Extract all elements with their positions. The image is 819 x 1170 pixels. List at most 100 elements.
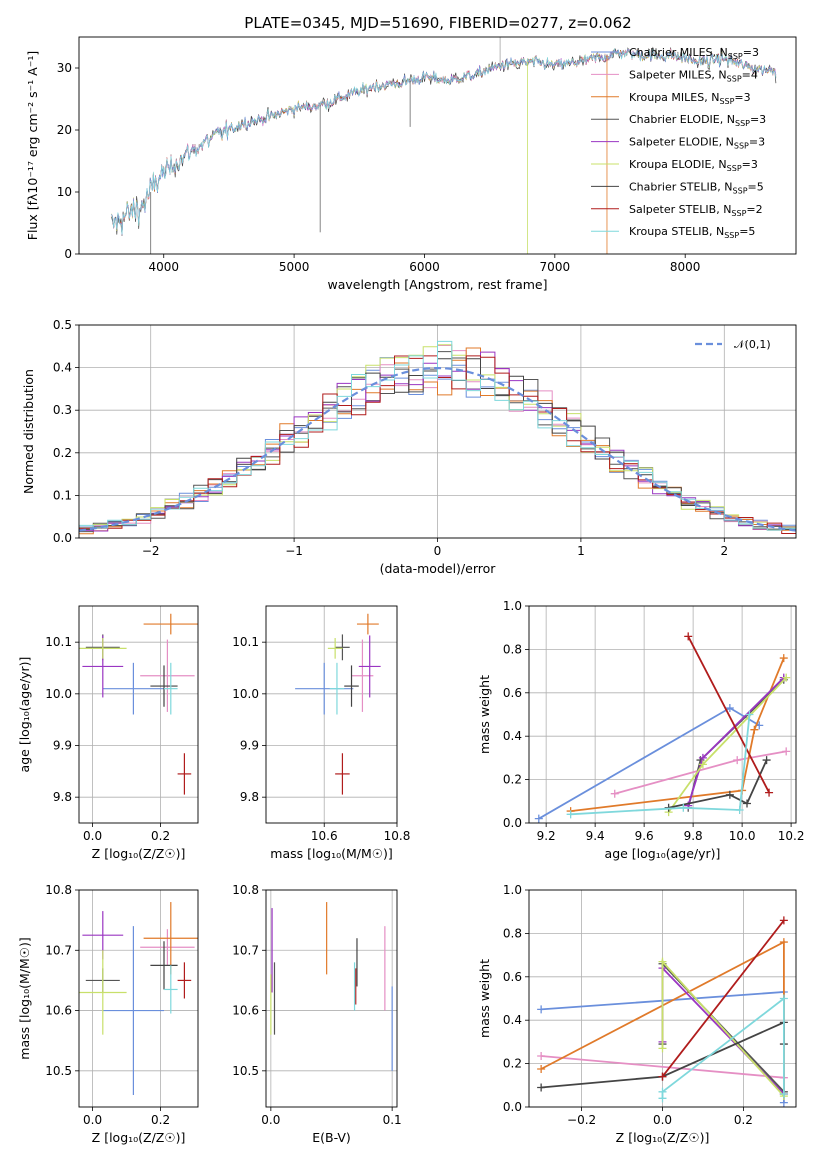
weight_vs_Z-point-marker (658, 1072, 667, 1081)
legend-entry: Salpeter ELODIE, NSSP=3 (629, 136, 765, 151)
weight_vs_age-xtick-label: 9.2 (537, 829, 556, 843)
weight_vs_age-ytick-label: 0.8 (503, 642, 522, 656)
legend-entry: Chabrier MILES, NSSP=3 (629, 46, 759, 61)
weight_vs_age-point-marker (698, 760, 707, 769)
mass_vs_ebv-ytick-label: 10.7 (232, 943, 259, 957)
mass_vs_ebv-xtick-label: 0.0 (261, 1113, 280, 1127)
residuals-xtick-label: 2 (720, 544, 728, 558)
mass_vs_Z-ytick-label: 10.6 (45, 1004, 72, 1018)
mass_vs_Z-errorbar-point (150, 941, 178, 990)
legend-entry: Chabrier STELIB, NSSP=5 (629, 180, 764, 195)
legend-entry: Kroupa MILES, NSSP=3 (629, 91, 751, 106)
spectrum-ytick-label: 0 (64, 247, 72, 261)
age_vs_Z-ytick-label: 9.9 (53, 739, 72, 753)
weight_vs_Z-series-line (661, 996, 785, 1099)
weight_vs_Z-point-marker (537, 1083, 546, 1092)
legend-entry: Kroupa STELIB, NSSP=5 (629, 225, 755, 240)
weight_vs_age-point-marker (765, 788, 774, 797)
weight_vs_Z-point-marker (779, 994, 788, 1003)
spectrum-series-line (111, 47, 777, 235)
age_vs_Z-errorbar-point (79, 638, 127, 659)
spectrum-ytick-label: 20 (57, 123, 72, 137)
weight_vs_age-point-marker (782, 747, 791, 756)
legend-entry: Kroupa ELODIE, NSSP=3 (629, 158, 758, 173)
residuals-legend: 𝒩(0,1) (695, 338, 771, 351)
age_vs_mass-ytick-label: 10.1 (232, 635, 259, 649)
residuals-ytick-label: 0.5 (53, 318, 72, 332)
weight_vs_age-point-marker (743, 799, 752, 808)
mass_vs_Z-ytick-label: 10.5 (45, 1064, 72, 1078)
weight_vs_age-point-marker (534, 814, 543, 823)
age_vs_mass-errorbar-point (344, 665, 359, 707)
residuals-xlabel: (data-model)/error (380, 561, 497, 576)
age_vs_Z-xtick-label: 0.0 (83, 829, 102, 843)
weight_vs_Z-point-marker (779, 1089, 788, 1098)
age_vs_mass-plot-area (295, 613, 381, 795)
age_vs_Z-errorbar-point (102, 662, 164, 715)
mass_vs_ebv-xlabel: E(B-V) (312, 1130, 351, 1145)
mass_vs_Z-errorbar-point (79, 950, 127, 1035)
weight_vs_age-point-marker (610, 789, 619, 798)
weight_vs_Z-point-marker (537, 1052, 546, 1061)
age_vs_mass-errorbar-point (329, 662, 345, 715)
spectrum-xtick-label: 5000 (279, 260, 310, 274)
weight_vs_Z-point-marker (779, 916, 788, 925)
age-vs-metallicity-panel: 0.0 0.2 9.8 9.9 10.0 10.1 Z [log₁₀(Z/Z☉)] age [… (17, 605, 199, 861)
weight_vs_Z-plot-area (537, 916, 788, 1107)
weight_vs_age-point-marker (745, 710, 754, 719)
age_vs_Z-ytick-label: 10.1 (45, 635, 72, 649)
mass_vs_Z-ylabel: mass [log₁₀(M/M☉)] (17, 937, 32, 1059)
spectrum-legend: Chabrier MILES, NSSP=3 Salpeter MILES, NS… (591, 46, 766, 240)
weight_vs_Z-ytick-label: 0.2 (503, 1057, 522, 1071)
weight_vs_Z-xtick-label: 0.0 (653, 1113, 672, 1127)
weight_vs_Z-xtick-label: 0.2 (734, 1113, 753, 1127)
weight_vs_age-ytick-label: 0.2 (503, 773, 522, 787)
residuals-ytick-label: 0.2 (53, 446, 72, 460)
mass_vs_Z-errorbar-point (102, 926, 164, 1095)
weight_vs_age-point-marker (725, 703, 734, 712)
residuals-xtick-label: 1 (577, 544, 585, 558)
weight_vs_age-xtick-label: 10.0 (729, 829, 756, 843)
weight_vs_age-series-line (687, 635, 770, 794)
age_vs_Z-ylabel: age [log₁₀(age/yr)] (17, 657, 32, 773)
mass_vs_Z-xtick-label: 0.0 (83, 1113, 102, 1127)
weight_vs_age-point-marker (779, 654, 788, 663)
residuals-ytick-label: 0.3 (53, 403, 72, 417)
residuals-ylabel: Normed distribution (21, 369, 36, 494)
weight_vs_age-grid (529, 605, 796, 824)
age-vs-mass-panel: 10.6 10.8 9.8 9.9 10.0 10.1 mass [log₁₀(M/M☉)] (232, 605, 411, 861)
weight_vs_age-ytick-label: 0.0 (503, 816, 522, 830)
weight_vs_age-point-marker (735, 805, 744, 814)
mass_vs_Z-ytick-label: 10.7 (45, 943, 72, 957)
weight_vs_age-ytick-label: 0.4 (503, 729, 522, 743)
spectrum-xtick-label: 8000 (670, 260, 701, 274)
weight_vs_age-point-marker (733, 756, 742, 765)
mass-vs-ebv-panel: 0.0 0.1 10.5 10.6 10.7 10.8 E(B-V) (232, 883, 401, 1145)
mass_vs_Z-errorbar-point (177, 962, 192, 999)
residuals-panel: −2 −1 0 1 2 0.0 0.1 0.2 0.3 0.4 0.5 (data-model)/er… (21, 318, 797, 576)
legend-entry: Salpeter MILES, NSSP=4 (629, 68, 758, 83)
age_vs_mass-xtick-label: 10.8 (384, 829, 411, 843)
weight_vs_age-xtick-label: 9.6 (635, 829, 654, 843)
normal-curve (79, 367, 796, 532)
histogram-series (79, 340, 796, 531)
weight_vs_age-point-marker (679, 803, 688, 812)
mass_vs_ebv-ytick-label: 10.5 (232, 1064, 259, 1078)
weight_vs_Z-ytick-label: 1.0 (503, 883, 522, 897)
weight_vs_age-xtick-label: 10.2 (778, 829, 805, 843)
mass_vs_ebv-ytick-label: 10.8 (232, 883, 259, 897)
age_vs_Z-ytick-label: 10.0 (45, 687, 72, 701)
mass_vs_Z-ytick-label: 10.8 (45, 883, 72, 897)
weight_vs_age-xlabel: age [log₁₀(age/yr)] (605, 846, 721, 861)
weight_vs_age-point-marker (684, 632, 693, 641)
weight_vs_Z-point-marker (537, 1005, 546, 1014)
age_vs_mass-errorbar-point (358, 635, 381, 698)
weight_vs_Z-xlabel: Z [log₁₀(Z/Z☉)] (616, 1130, 710, 1145)
age_vs_mass-xtick-label: 10.6 (311, 829, 338, 843)
weight_vs_Z-series-line (661, 959, 785, 1097)
weight_vs_Z-ytick-label: 0.8 (503, 926, 522, 940)
weight_vs_age-ytick-label: 0.6 (503, 686, 522, 700)
weight_vs_age-ytick-label: 1.0 (503, 599, 522, 613)
age_vs_mass-ytick-label: 9.8 (240, 790, 259, 804)
weight-vs-age-panel: 9.2 9.4 9.6 9.8 10.0 10.2 0.0 0.2 0.4 0.6 0.8 1.0 ag… (477, 599, 804, 861)
